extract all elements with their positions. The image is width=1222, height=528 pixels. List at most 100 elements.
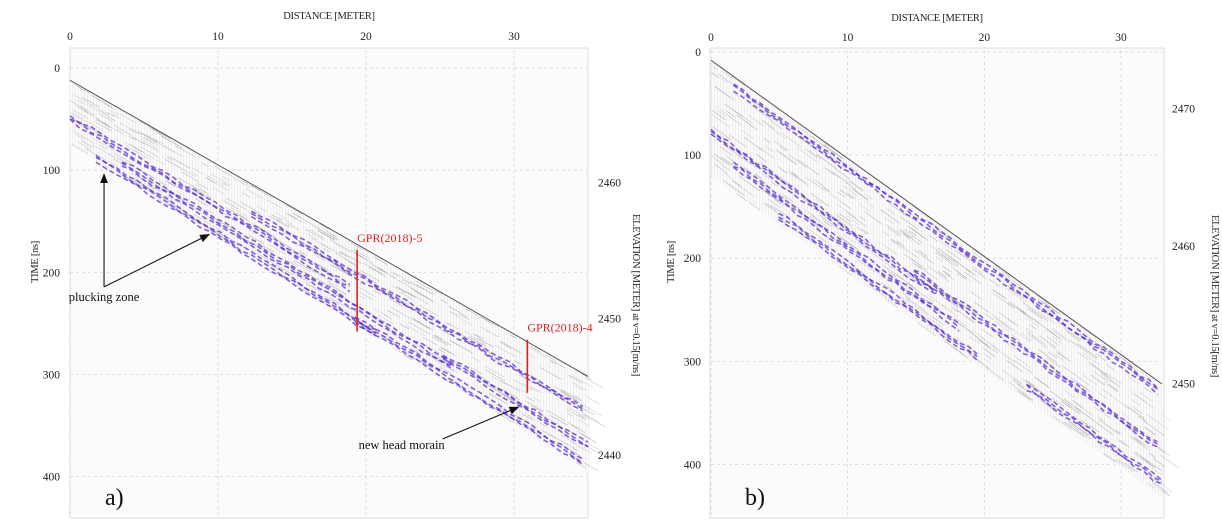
trace-stroke: [913, 304, 929, 317]
trace-stroke: [495, 404, 505, 410]
trace-stroke: [387, 309, 400, 318]
trace-stroke: [943, 340, 966, 357]
trace-stroke: [413, 319, 430, 329]
trace-stroke: [1065, 330, 1081, 342]
trace-stroke: [223, 200, 239, 210]
trace-stroke: [207, 178, 230, 192]
trace-stroke: [485, 369, 506, 382]
trace-stroke: [1046, 336, 1059, 346]
trace-stroke: [187, 187, 204, 198]
trace-stroke: [942, 270, 951, 277]
trace-stroke: [900, 291, 911, 300]
y-tick-label: 300: [684, 356, 702, 368]
trace-stroke: [449, 310, 458, 317]
trace-stroke: [1026, 327, 1033, 333]
trace-stroke: [950, 318, 958, 324]
trace-stroke: [439, 328, 450, 336]
reflection-streak: [121, 162, 454, 368]
trace-stroke: [724, 103, 744, 118]
trace-stroke: [185, 171, 195, 177]
trace-stroke: [138, 131, 158, 143]
trace-stroke: [903, 233, 910, 239]
trace-stroke: [957, 322, 973, 334]
trace-stroke: [970, 291, 983, 301]
trace-stroke: [711, 109, 727, 121]
trace-stroke: [304, 228, 325, 241]
trace-stroke: [1068, 420, 1089, 436]
trace-stroke: [286, 213, 297, 220]
trace-stroke: [763, 203, 786, 219]
trace-stroke: [973, 301, 990, 313]
trace-stroke: [533, 397, 541, 402]
x-tick-label: 30: [508, 31, 520, 43]
trace-stroke: [928, 317, 943, 328]
trace-stroke: [363, 262, 384, 275]
trace-stroke: [828, 192, 845, 204]
trace-stroke: [491, 376, 507, 386]
trace-stroke: [286, 222, 300, 231]
trace-stroke: [178, 177, 200, 190]
trace-stroke: [310, 237, 330, 249]
trace-stroke: [76, 99, 86, 105]
trace-stroke: [984, 313, 995, 321]
x-axis-title-b: DISTANCE [METER]: [891, 13, 982, 24]
trace-stroke: [1011, 327, 1031, 342]
trace-stroke: [846, 212, 868, 228]
trace-stroke: [201, 162, 209, 167]
trace-stroke: [942, 304, 960, 318]
trace-stroke: [832, 171, 851, 186]
trace-stroke: [964, 271, 982, 285]
trace-stroke: [275, 264, 294, 275]
trace-stroke: [140, 135, 154, 144]
trace-stroke: [397, 279, 419, 292]
trace-stroke: [1057, 352, 1067, 360]
trace-stroke: [1008, 381, 1028, 396]
trace-stroke: [176, 191, 187, 198]
trace-stroke: [1148, 452, 1157, 459]
trace-stroke: [96, 119, 111, 128]
trace-stroke: [985, 366, 1005, 381]
trace-stroke: [1061, 364, 1076, 376]
trace-stroke: [473, 372, 484, 379]
trace-stroke: [823, 187, 830, 193]
trace-stroke: [972, 268, 982, 276]
trace-stroke: [1057, 351, 1071, 362]
trace-stroke: [92, 144, 115, 158]
trace-stroke: [778, 151, 797, 164]
reflection-streak: [354, 320, 584, 466]
trace-stroke: [373, 256, 389, 266]
trace-stroke: [858, 242, 878, 257]
reflection-streak: [69, 118, 351, 293]
trace-stroke: [484, 383, 499, 392]
trace-stroke: [914, 249, 934, 264]
trace-stroke: [1153, 458, 1165, 467]
trace-stroke: [405, 324, 426, 337]
trace-stroke: [530, 386, 543, 394]
trace-stroke: [1031, 334, 1038, 340]
trace-stroke: [391, 307, 410, 319]
trace-stroke: [566, 408, 586, 420]
trace-band: [70, 80, 588, 472]
trace-stroke: [96, 118, 109, 126]
trace-stroke: [1088, 424, 1100, 433]
y-tick-label: 300: [43, 369, 61, 381]
trace-stroke: [240, 201, 262, 214]
annotations-a: plucking zone new head morain: [69, 173, 520, 452]
trace-stroke: [970, 313, 981, 321]
annotation-arrow: [442, 406, 520, 440]
trace-stroke: [197, 182, 209, 190]
y-axis-label-a: TIME [ns]: [30, 241, 41, 283]
trace-stroke: [108, 153, 126, 164]
trace-stroke: [728, 134, 747, 148]
trace-stroke: [114, 128, 123, 134]
trace-stroke: [402, 279, 411, 285]
trace-stroke: [292, 212, 301, 218]
trace-stroke: [86, 103, 107, 117]
trace-stroke: [882, 254, 894, 263]
trace-stroke: [885, 223, 901, 236]
trace-stroke: [211, 173, 231, 186]
trace-stroke: [317, 230, 336, 241]
trace-stroke: [366, 295, 373, 301]
trace-stroke: [1032, 309, 1049, 322]
